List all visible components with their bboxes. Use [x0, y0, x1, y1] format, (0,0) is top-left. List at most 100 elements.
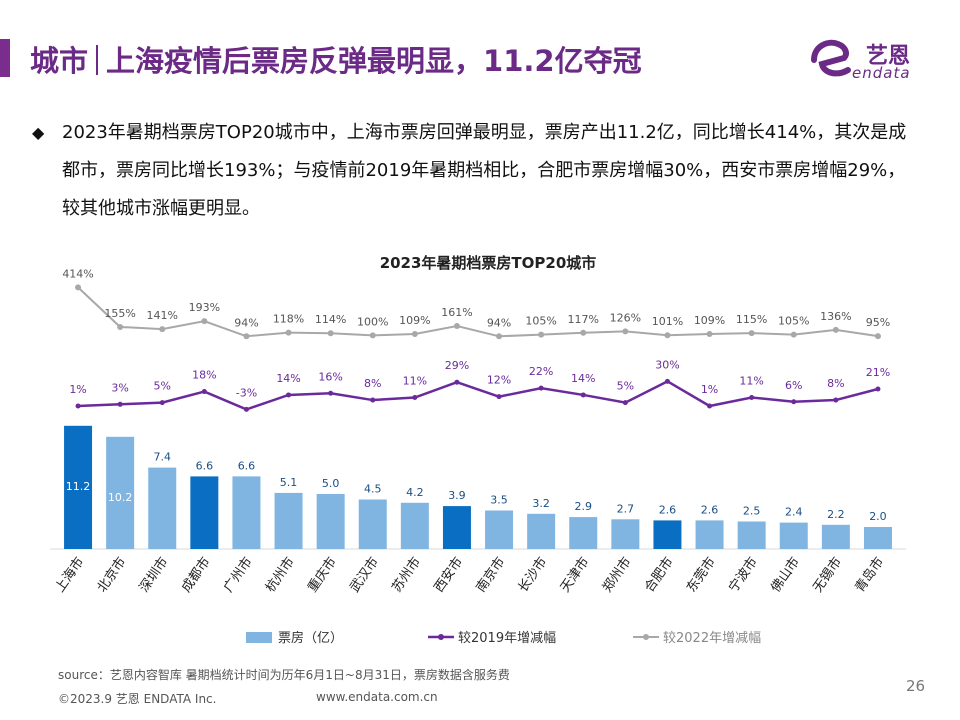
label-2022: 115%: [736, 313, 767, 326]
label-2022: 136%: [820, 310, 851, 323]
label-2022: 105%: [525, 315, 556, 328]
bar-2: [106, 436, 135, 549]
bar-8: [358, 499, 387, 549]
bar-value-label: 6.6: [238, 459, 256, 472]
point-2019: [580, 392, 586, 398]
label-2022: 94%: [234, 316, 258, 329]
category-label: 苏州市: [389, 554, 424, 595]
bar-14: [611, 519, 640, 549]
label-2019: 16%: [318, 370, 342, 383]
bar-12: [527, 513, 556, 549]
point-2022: [285, 329, 292, 336]
point-2019: [833, 397, 839, 403]
point-2019: [328, 390, 334, 396]
label-2019: 11%: [739, 375, 763, 388]
bar-value-label: 2.2: [827, 508, 845, 521]
page-title: 城市 上海疫情后票房反弹最明显，11.2亿夺冠: [30, 38, 642, 80]
category-label: 合肥市: [641, 554, 676, 595]
point-2019: [159, 400, 165, 406]
point-2022: [411, 331, 418, 337]
category-label: 东莞市: [683, 554, 718, 595]
point-2022: [327, 330, 334, 337]
bar-11: [485, 510, 514, 549]
point-2019: [454, 379, 460, 385]
bar-value-label: 11.2: [66, 480, 91, 493]
legend-marker-2022: [643, 634, 649, 640]
category-label: 上海市: [52, 554, 87, 595]
label-2022: 117%: [568, 313, 599, 326]
label-2022: 101%: [652, 315, 683, 328]
bar-value-label: 2.7: [617, 502, 635, 515]
category-label: 郑州市: [599, 554, 634, 595]
bar-value-label: 10.2: [108, 491, 133, 504]
bar-value-label: 2.6: [659, 503, 677, 516]
legend-marker-2019: [438, 634, 444, 640]
point-2022: [453, 323, 460, 330]
category-label: 成都市: [178, 554, 213, 595]
point-2022: [874, 333, 881, 340]
category-label: 杭州市: [262, 554, 297, 595]
point-2019: [707, 403, 713, 409]
point-2019: [286, 392, 292, 398]
label-2022: 118%: [273, 313, 304, 326]
label-2019: 14%: [276, 372, 300, 385]
label-2019: 1%: [701, 383, 718, 396]
source-note: source：艺恩内容智库 暑期档统计时间为历年6月1日~8月31日，票房数据含…: [58, 668, 510, 682]
bar-value-label: 3.9: [448, 489, 466, 502]
page-number: 26: [906, 677, 926, 695]
point-2022: [369, 332, 376, 339]
label-2022: 161%: [441, 306, 472, 319]
category-label: 宁波市: [725, 554, 760, 595]
box-office-chart: 2023年暑期档票房TOP20城市 11.2 上海市 10.2 北京市 7.4 深圳市 6.6…: [50, 254, 906, 646]
label-2022: 126%: [610, 311, 641, 324]
chart-title: 2023年暑期档票房TOP20城市: [380, 254, 597, 272]
bar-19: [821, 524, 850, 549]
label-2019: 8%: [827, 377, 844, 390]
endata-logo-icon: [811, 39, 851, 77]
logo-chinese-text: 艺恩: [866, 44, 911, 69]
label-2019: 11%: [403, 375, 427, 388]
logo-english-text: endata: [852, 64, 911, 82]
label-2022: 95%: [866, 316, 890, 329]
category-label: 佛山市: [768, 554, 803, 595]
category-label: 北京市: [94, 554, 129, 595]
label-2022: 109%: [694, 314, 725, 327]
label-2019: 3%: [111, 381, 128, 394]
bar-4: [190, 476, 219, 549]
point-2022: [706, 331, 713, 337]
bar-18: [779, 522, 808, 549]
bar-5: [232, 476, 261, 549]
category-label: 西安市: [431, 554, 466, 595]
label-2019: 22%: [529, 365, 553, 378]
bar-value-label: 2.9: [575, 500, 593, 513]
label-2019: 18%: [192, 369, 216, 382]
label-2019: 5%: [617, 380, 634, 393]
bar-value-label: 2.4: [785, 506, 803, 519]
title-separator: [96, 45, 99, 75]
point-2022: [201, 318, 208, 325]
point-2022: [159, 326, 166, 333]
category-label: 南京市: [473, 554, 508, 595]
label-2022: 109%: [399, 314, 430, 327]
bar-value-label: 3.2: [532, 497, 550, 510]
label-2019: 12%: [487, 374, 511, 387]
category-label: 长沙市: [515, 554, 550, 595]
legend-label-2019: 较2019年增减幅: [458, 631, 556, 646]
category-label: 深圳市: [136, 554, 171, 595]
label-2022: 94%: [487, 316, 511, 329]
line-2022: [77, 286, 879, 338]
point-2019: [538, 385, 544, 391]
diamond-bullet-icon: ◆: [32, 123, 45, 142]
point-2019: [201, 389, 207, 395]
label-2019: 6%: [785, 379, 802, 392]
point-2022: [538, 331, 545, 338]
bar-value-label: 5.0: [322, 477, 340, 490]
label-2019: 1%: [69, 383, 86, 396]
bar-value-label: 2.6: [701, 503, 719, 516]
line-2019: [77, 379, 879, 411]
point-2019: [622, 400, 628, 406]
bar-value-label: 2.0: [869, 510, 887, 523]
bar-1: [64, 425, 93, 549]
label-2022: 193%: [189, 301, 220, 314]
label-2019: 21%: [866, 366, 890, 379]
